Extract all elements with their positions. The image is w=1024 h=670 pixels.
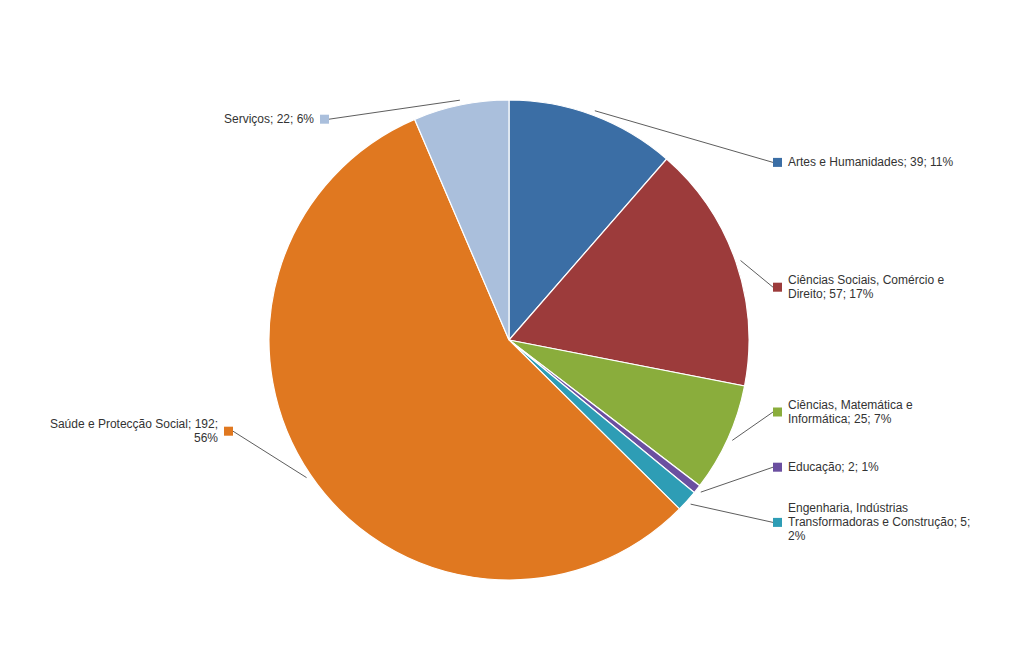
- svg-text:Artes e Humanidades; 39; 11%: Artes e Humanidades; 39; 11%: [788, 155, 954, 169]
- svg-text:Saúde e Protecção Social; 192;: Saúde e Protecção Social; 192;56%: [50, 417, 218, 445]
- svg-text:Engenharia, IndústriasTransfor: Engenharia, IndústriasTransformadoras e …: [788, 501, 970, 543]
- svg-text:Serviços; 22; 6%: Serviços; 22; 6%: [224, 112, 314, 126]
- svg-text:Educação; 2; 1%: Educação; 2; 1%: [788, 460, 879, 474]
- svg-text:Ciências, Matemática eInformát: Ciências, Matemática eInformática; 25; 7…: [788, 398, 913, 426]
- svg-text:Ciências Sociais, Comércio eDi: Ciências Sociais, Comércio eDireito; 57;…: [788, 273, 944, 301]
